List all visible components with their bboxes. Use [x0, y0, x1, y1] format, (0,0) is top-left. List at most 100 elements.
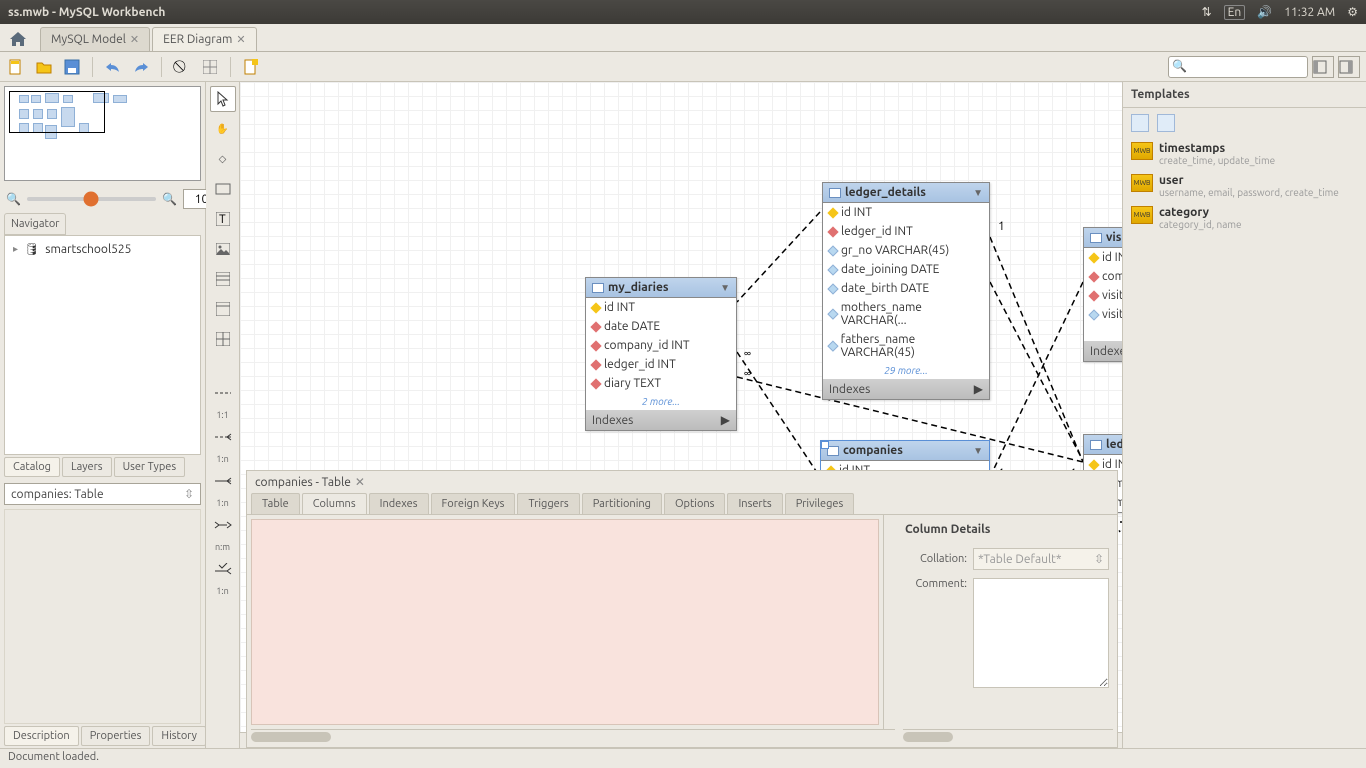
indexes-section[interactable]: Indexes▶	[823, 379, 989, 399]
column-row[interactable]: visit_reports TEXT	[1084, 305, 1122, 324]
rel-1-n-id-tool[interactable]	[210, 468, 236, 494]
save-icon[interactable]	[62, 57, 82, 77]
search-input[interactable]	[1168, 56, 1308, 78]
editor-tab-triggers[interactable]: Triggers	[517, 493, 579, 514]
redo-icon[interactable]	[131, 57, 151, 77]
tab-history[interactable]: History	[152, 726, 206, 746]
routine-tool[interactable]	[210, 326, 236, 352]
expand-icon[interactable]: ▶	[974, 382, 983, 396]
chevron-down-icon[interactable]: ▼	[720, 282, 730, 294]
column-row[interactable]: diary TEXT	[586, 374, 736, 393]
tab-layers[interactable]: Layers	[62, 457, 112, 477]
entity-header[interactable]: companies▼	[821, 441, 989, 461]
details-hscroll[interactable]	[903, 729, 1113, 743]
editor-tab-privileges[interactable]: Privileges	[785, 493, 855, 514]
column-row[interactable]: id INT	[586, 298, 736, 317]
column-row[interactable]: date DATE	[586, 317, 736, 336]
eraser-tool[interactable]: ◇	[210, 146, 236, 172]
lang-indicator[interactable]: En	[1224, 5, 1246, 20]
tab-eer-diagram[interactable]: EER Diagram✕	[152, 27, 256, 51]
editor-tab-foreign-keys[interactable]: Foreign Keys	[431, 493, 516, 514]
template-timestamps[interactable]: MWBtimestampscreate_time, update_time	[1123, 138, 1366, 170]
chevron-down-icon[interactable]: ▼	[973, 187, 983, 199]
column-row[interactable]: company_id INT	[586, 336, 736, 355]
column-row[interactable]: gr_no VARCHAR(45)	[823, 241, 989, 260]
rel-1-n-tool[interactable]	[210, 424, 236, 450]
more-link[interactable]: 2 more...	[1084, 324, 1122, 341]
column-row[interactable]: mothers_name VARCHAR(...	[823, 298, 989, 330]
entity-header[interactable]: ledger_details▼	[823, 183, 989, 203]
zoom-in-icon[interactable]: 🔍	[162, 192, 177, 206]
grid-hscroll[interactable]	[251, 729, 895, 743]
tab-catalog[interactable]: Catalog	[4, 457, 60, 477]
hand-tool[interactable]: ✋	[210, 116, 236, 142]
volume-icon[interactable]: 🔊	[1257, 5, 1272, 19]
entity-ledger_details[interactable]: ledger_details▼id INTledger_id INTgr_no …	[822, 182, 990, 400]
toggle-sidebar-left-button[interactable]	[1312, 56, 1334, 78]
pointer-tool[interactable]	[210, 86, 236, 112]
more-link[interactable]: 29 more...	[823, 362, 989, 379]
more-link[interactable]: 2 more...	[586, 393, 736, 410]
column-row[interactable]: ledger_id INT	[823, 222, 989, 241]
editor-tab-table[interactable]: Table	[251, 493, 300, 514]
editor-tab-inserts[interactable]: Inserts	[727, 493, 782, 514]
indexes-section[interactable]: Indexes▶	[1084, 341, 1122, 361]
column-row[interactable]: date_joining DATE	[823, 260, 989, 279]
zoom-slider[interactable]	[27, 197, 156, 201]
text-tool[interactable]: T	[210, 206, 236, 232]
entity-header[interactable]: visit_books▼	[1084, 228, 1122, 248]
indexes-section[interactable]: Indexes▶	[586, 410, 736, 430]
columns-grid[interactable]	[251, 519, 879, 725]
editor-tab-partitioning[interactable]: Partitioning	[582, 493, 662, 514]
column-row[interactable]: id INT	[1084, 248, 1122, 267]
zoom-out-icon[interactable]: 🔍	[6, 192, 21, 206]
script-icon[interactable]	[241, 57, 261, 77]
catalog-tree[interactable]: ▸ 🛢 smartschool525	[4, 235, 201, 455]
editor-tab-columns[interactable]: Columns	[302, 493, 367, 514]
column-row[interactable]: company_id INT	[1084, 267, 1122, 286]
home-icon[interactable]	[4, 27, 32, 51]
template-view-icon[interactable]	[1157, 114, 1175, 132]
column-row[interactable]: visitor_ledger_id INT	[1084, 286, 1122, 305]
entity-header[interactable]: my_diaries▼	[586, 278, 736, 298]
editor-tab-options[interactable]: Options	[664, 493, 725, 514]
template-table-icon[interactable]	[1131, 114, 1149, 132]
column-row[interactable]: ledger_id INT	[586, 355, 736, 374]
layer-tool[interactable]	[210, 176, 236, 202]
template-user[interactable]: MWBuserusername, email, password, create…	[1123, 170, 1366, 202]
close-icon[interactable]: ✕	[236, 33, 245, 46]
network-icon[interactable]: ⇅	[1202, 5, 1212, 19]
tab-description[interactable]: Description	[4, 726, 79, 746]
object-selector[interactable]: companies: Table⇳	[4, 483, 201, 505]
tab-properties[interactable]: Properties	[81, 726, 151, 746]
entity-my_diaries[interactable]: my_diaries▼id INTdate DATEcompany_id INT…	[585, 277, 737, 431]
rel-n-m-tool[interactable]	[210, 512, 236, 538]
tab-mysql-model[interactable]: MySQL Model✕	[40, 27, 150, 51]
close-icon[interactable]: ✕	[130, 33, 139, 46]
toggle-sidebar-right-button[interactable]	[1338, 56, 1360, 78]
expand-icon[interactable]: ▶	[721, 413, 730, 427]
rel-1-1-tool[interactable]	[210, 380, 236, 406]
close-icon[interactable]: ✕	[355, 475, 365, 489]
expand-icon[interactable]: ▸	[13, 243, 18, 255]
open-file-icon[interactable]	[34, 57, 54, 77]
tree-db-item[interactable]: ▸ 🛢 smartschool525	[5, 236, 200, 262]
tab-user-types[interactable]: User Types	[114, 457, 186, 477]
template-category[interactable]: MWBcategorycategory_id, name	[1123, 202, 1366, 234]
entity-header[interactable]: ledgers▼	[1084, 435, 1122, 455]
comment-textarea[interactable]	[973, 578, 1109, 688]
column-row[interactable]: date_birth DATE	[823, 279, 989, 298]
column-row[interactable]: id INT	[823, 203, 989, 222]
entity-visit_books[interactable]: visit_books▼id INTcompany_id INTvisitor_…	[1083, 227, 1122, 362]
collation-select[interactable]: *Table Default*⇳	[973, 548, 1109, 570]
table-tool[interactable]	[210, 266, 236, 292]
gear-icon[interactable]: ⚙	[1347, 5, 1358, 19]
grid-vscroll[interactable]	[883, 515, 897, 729]
undo-icon[interactable]	[103, 57, 123, 77]
image-tool[interactable]	[210, 236, 236, 262]
editor-tab-indexes[interactable]: Indexes	[369, 493, 429, 514]
new-file-icon[interactable]	[6, 57, 26, 77]
rel-existing-tool[interactable]	[210, 556, 236, 582]
minimap[interactable]	[4, 86, 201, 181]
chevron-down-icon[interactable]: ▼	[973, 445, 983, 457]
